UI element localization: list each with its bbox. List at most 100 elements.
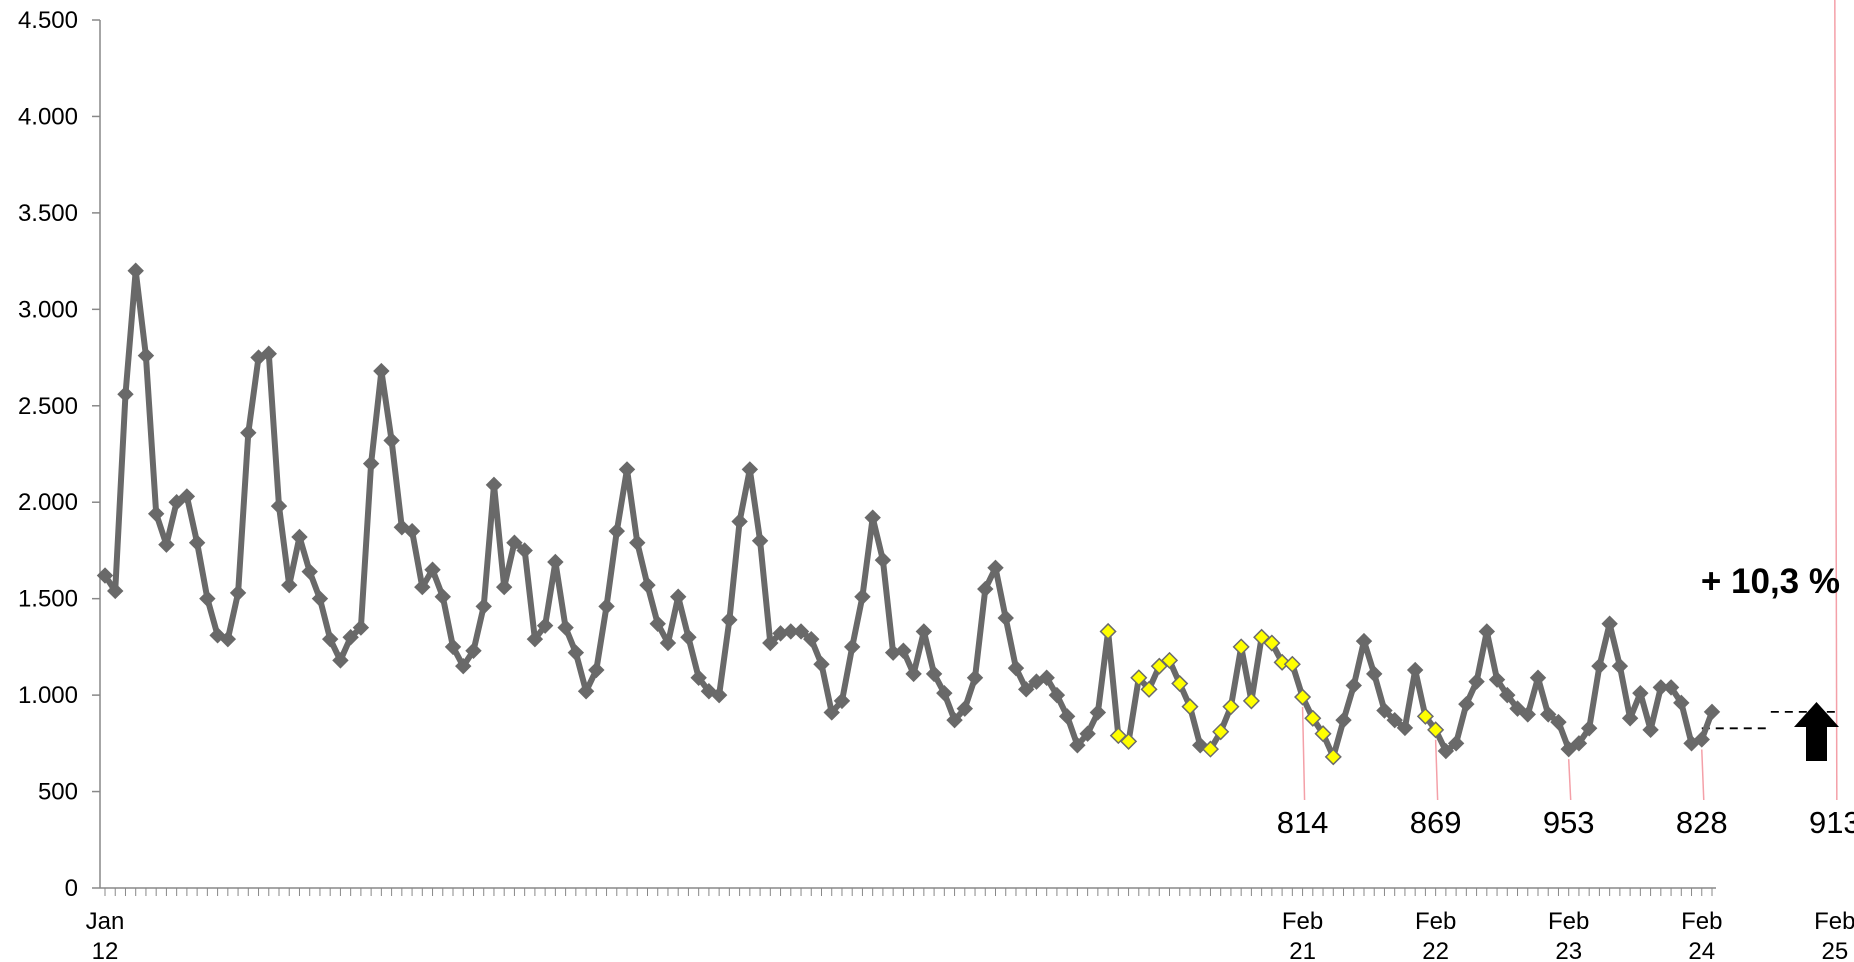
- x-tick-label: Feb: [1548, 908, 1589, 935]
- data-point-highlight: [1181, 698, 1199, 716]
- data-point: [905, 665, 922, 683]
- data-point: [1192, 737, 1209, 754]
- data-point: [1673, 694, 1690, 712]
- data-point: [1345, 677, 1362, 694]
- data-point: [362, 455, 380, 472]
- data-point-highlight: [1201, 740, 1220, 758]
- data-point: [506, 534, 523, 551]
- data-point: [741, 461, 759, 478]
- data-point-highlight: [1120, 732, 1138, 750]
- data-point: [219, 630, 237, 648]
- x-tick-label: 23: [1555, 938, 1582, 962]
- data-point: [321, 630, 339, 648]
- data-point: [475, 598, 492, 615]
- data-point: [751, 532, 769, 550]
- data-point: [291, 528, 308, 546]
- data-point: [710, 686, 728, 704]
- x-tick-label: 21: [1289, 938, 1316, 962]
- data-point: [843, 638, 861, 656]
- data-point-highlight: [1314, 725, 1332, 743]
- data-point: [147, 505, 165, 523]
- y-tick-label: 1.500: [18, 586, 78, 613]
- data-point: [1499, 686, 1516, 704]
- data-point: [1478, 623, 1496, 640]
- data-point: [188, 534, 206, 551]
- x-tick-label: Feb: [1415, 908, 1456, 935]
- x-tick-label: Feb: [1282, 908, 1323, 935]
- data-point: [424, 561, 441, 578]
- x-tick-label: Feb: [1814, 908, 1854, 935]
- x-tick-label: Feb: [1681, 908, 1722, 935]
- data-point: [659, 634, 677, 652]
- data-point: [342, 629, 359, 646]
- data-point: [608, 522, 625, 540]
- data-point: [966, 669, 984, 686]
- data-point: [823, 704, 840, 721]
- data-point: [1601, 615, 1618, 632]
- data-point: [629, 534, 646, 551]
- data-point: [1550, 713, 1567, 731]
- data-point: [1703, 703, 1721, 721]
- data-point: [1693, 731, 1710, 748]
- data-point: [1570, 735, 1588, 752]
- y-tick-label: 4.500: [18, 7, 78, 34]
- annotation-label: 913: [1809, 805, 1854, 840]
- data-point: [229, 584, 247, 602]
- data-point-highlight: [1099, 622, 1117, 641]
- data-point: [1058, 708, 1076, 725]
- data-point: [1621, 710, 1639, 727]
- data-point: [1632, 684, 1649, 702]
- data-point: [925, 665, 943, 683]
- data-point: [1488, 671, 1506, 688]
- data-point: [383, 432, 400, 449]
- data-point: [792, 623, 810, 640]
- data-point: [373, 362, 390, 380]
- data-point-highlight: [1427, 721, 1445, 739]
- data-point-highlight: [1140, 680, 1158, 698]
- annotations: 814 869 953 828 913: [1277, 0, 1854, 840]
- data-point: [96, 567, 114, 584]
- y-tick-label: 2.500: [18, 393, 78, 420]
- annotation-label: 814: [1277, 805, 1329, 840]
- data-point: [516, 542, 533, 559]
- data-point: [1038, 669, 1055, 686]
- data-point: [270, 497, 288, 515]
- data-point-highlight: [1283, 655, 1301, 673]
- data-point: [1366, 665, 1383, 683]
- data-point: [1386, 711, 1403, 729]
- x-tick-label: 12: [92, 938, 119, 962]
- data-point: [1069, 737, 1086, 754]
- data-point: [639, 576, 656, 594]
- data-point: [158, 536, 175, 553]
- data-point: [332, 652, 349, 669]
- data-point: [1540, 706, 1557, 723]
- data-point-highlight: [1160, 651, 1179, 669]
- data-point: [137, 347, 155, 364]
- data-point: [1355, 632, 1373, 650]
- data-point: [1458, 695, 1475, 713]
- data-point-highlight: [1294, 688, 1312, 706]
- y-tick-label: 2.000: [18, 489, 78, 516]
- y-tick-label: 1.000: [18, 682, 78, 709]
- annotation-label: 869: [1410, 805, 1462, 840]
- marker-group: [96, 262, 1721, 766]
- data-point: [1447, 735, 1465, 752]
- data-point: [1468, 673, 1485, 690]
- y-tick-label: 3.500: [18, 200, 78, 227]
- data-point: [1509, 700, 1526, 717]
- data-point: [618, 461, 636, 478]
- data-point: [721, 611, 738, 629]
- data-point: [1529, 669, 1547, 686]
- data-point: [762, 634, 779, 652]
- data-point: [281, 576, 298, 594]
- data-point: [1089, 704, 1107, 721]
- data-point: [352, 619, 370, 636]
- data-point: [1662, 679, 1680, 696]
- data-point-highlight: [1222, 698, 1240, 716]
- data-point: [199, 590, 216, 607]
- x-tick-label: 25: [1821, 938, 1848, 962]
- data-point: [1048, 686, 1066, 704]
- data-point: [987, 559, 1004, 577]
- chart-axes: 0 500 1.000 1.500 2.000 2.500 3.000 3.500 4.000 4…: [18, 7, 1854, 962]
- data-point-highlight: [1130, 669, 1148, 687]
